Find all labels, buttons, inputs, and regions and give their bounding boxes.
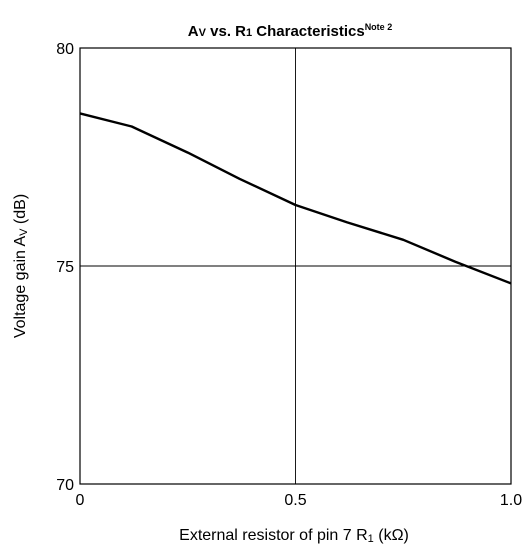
- y-tick-label: 75: [56, 259, 74, 276]
- x-tick-label: 0: [76, 492, 85, 509]
- x-tick-label: 0.5: [284, 492, 306, 509]
- x-axis-label: External resistor of pin 7 R1 (kΩ): [179, 527, 409, 545]
- x-tick-label: 1.0: [500, 492, 522, 509]
- chart-title: AV vs. R1 CharacteristicsNote 2: [188, 22, 392, 40]
- y-tick-label: 80: [56, 41, 74, 58]
- x-axis-ticks: 0 0.5 1.0: [76, 492, 523, 509]
- series-group: [79, 112, 512, 285]
- grid: [80, 48, 511, 484]
- y-axis-ticks: 70 75 80: [56, 41, 74, 494]
- y-axis-label: Voltage gain AV (dB): [12, 194, 30, 338]
- y-tick-label: 70: [56, 477, 74, 494]
- title-note: Note 2: [365, 22, 393, 32]
- series-line: [79, 112, 512, 285]
